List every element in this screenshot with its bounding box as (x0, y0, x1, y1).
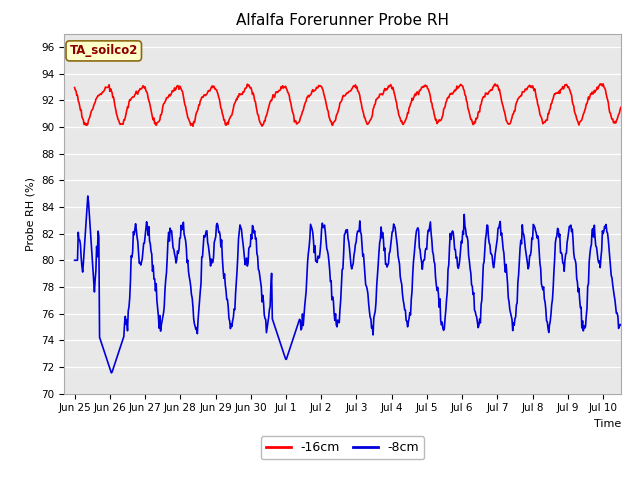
Text: TA_soilco2: TA_soilco2 (70, 44, 138, 58)
Y-axis label: Probe RH (%): Probe RH (%) (26, 177, 35, 251)
X-axis label: Time: Time (593, 419, 621, 429)
Legend: -16cm, -8cm: -16cm, -8cm (260, 436, 424, 459)
Title: Alfalfa Forerunner Probe RH: Alfalfa Forerunner Probe RH (236, 13, 449, 28)
